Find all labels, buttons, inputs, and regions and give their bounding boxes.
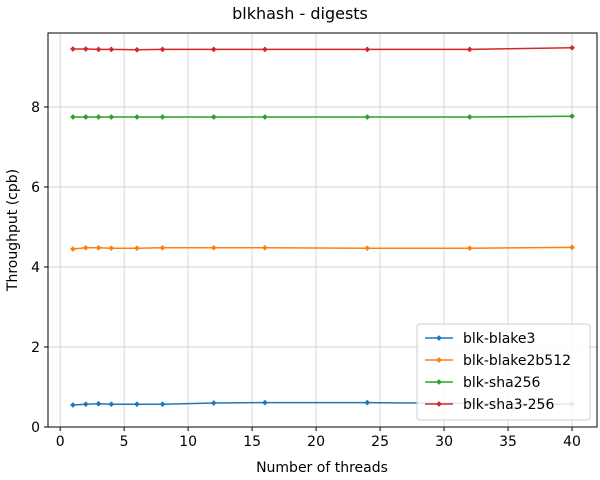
- legend-item: blk-blake3: [425, 331, 535, 347]
- x-tick-label: 40: [563, 434, 581, 450]
- legend-item: blk-sha256: [425, 375, 540, 391]
- series-lines: [70, 44, 575, 408]
- data-point: [364, 245, 371, 252]
- data-point: [95, 114, 102, 120]
- legend-label: blk-blake2b512: [463, 353, 571, 369]
- legend-item: blk-blake2b512: [425, 353, 571, 369]
- legend-label: blk-sha256: [463, 375, 540, 391]
- legend-marker: [436, 379, 442, 385]
- data-point: [466, 114, 473, 120]
- data-point: [133, 245, 140, 252]
- data-point: [261, 46, 268, 53]
- series-blk-blake2b512: [70, 244, 575, 252]
- data-point: [210, 400, 217, 406]
- x-tick-label: 25: [371, 434, 389, 450]
- data-point: [108, 401, 115, 408]
- data-point: [108, 245, 115, 252]
- data-point: [159, 401, 166, 408]
- data-point: [364, 399, 371, 406]
- data-point: [569, 244, 575, 251]
- series-blk-sha256: [70, 113, 575, 120]
- plot-frame: [47, 32, 598, 428]
- x-axis: 0 5 10 15 20 25 30 35 40: [56, 427, 581, 450]
- legend-marker: [436, 401, 442, 407]
- legend-item: blk-sha3-256: [425, 397, 554, 413]
- legend-box: [416, 323, 591, 421]
- x-tick-label: 5: [120, 434, 129, 450]
- data-point: [261, 114, 268, 120]
- data-point: [569, 44, 575, 51]
- x-tick-label: 20: [307, 434, 325, 450]
- data-point: [364, 114, 371, 120]
- y-tick-label: 6: [31, 180, 40, 196]
- data-point: [95, 244, 102, 251]
- data-point: [159, 114, 166, 120]
- legend-marker: [436, 357, 442, 363]
- legend: blk-blake3 blk-blake2b512 blk-sha256 blk-sh…: [416, 323, 591, 421]
- data-point: [364, 46, 371, 53]
- data-point: [261, 399, 268, 406]
- y-tick-label: 4: [31, 260, 40, 276]
- data-point: [159, 46, 166, 53]
- data-point: [82, 114, 89, 120]
- data-point: [210, 244, 217, 251]
- data-point: [466, 245, 473, 252]
- data-point: [210, 114, 217, 120]
- x-axis-label: Number of threads: [256, 460, 388, 476]
- x-tick-label: 10: [179, 434, 197, 450]
- data-point: [95, 400, 102, 407]
- legend-marker: [436, 335, 442, 341]
- x-tick-label: 0: [56, 434, 65, 450]
- legend-label: blk-blake3: [463, 331, 535, 347]
- series-blk-sha3-256: [70, 44, 575, 53]
- data-point: [466, 46, 473, 53]
- x-tick-label: 15: [243, 434, 261, 450]
- data-point: [70, 114, 76, 120]
- data-point: [133, 401, 140, 408]
- data-point: [70, 46, 76, 52]
- chart-title: blkhash - digests: [232, 4, 368, 23]
- x-tick-label: 35: [499, 434, 517, 450]
- x-tick-label: 30: [435, 434, 453, 450]
- y-tick-label: 2: [31, 340, 40, 356]
- y-axis-label: Throughput (cpb): [5, 169, 21, 292]
- data-point: [210, 46, 217, 53]
- series-line: [72, 115, 573, 118]
- data-point: [108, 46, 115, 53]
- data-point: [70, 402, 76, 408]
- legend-label: blk-sha3-256: [463, 397, 554, 413]
- data-point: [133, 46, 140, 53]
- data-point: [159, 244, 166, 251]
- data-point: [261, 244, 268, 251]
- data-point: [70, 246, 76, 252]
- data-point: [82, 46, 89, 52]
- data-point: [82, 244, 89, 251]
- data-point: [133, 114, 140, 120]
- y-tick-label: 0: [31, 420, 40, 436]
- data-point: [95, 46, 102, 53]
- y-axis: 0 2 4 6 8: [31, 100, 48, 436]
- data-point: [108, 114, 115, 120]
- data-point: [569, 113, 575, 120]
- y-tick-label: 8: [31, 100, 40, 116]
- data-point: [82, 401, 89, 408]
